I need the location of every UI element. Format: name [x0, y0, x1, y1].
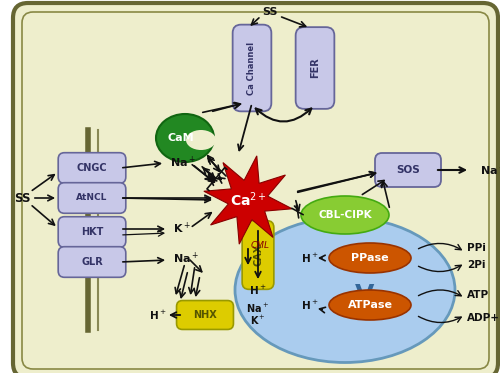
Text: ATP: ATP: [467, 290, 489, 300]
Text: K$^+$: K$^+$: [250, 313, 266, 326]
Text: K$^+$: K$^+$: [173, 220, 191, 236]
Text: SS: SS: [14, 191, 30, 204]
Text: Na$^+$: Na$^+$: [246, 301, 270, 314]
Text: PPi: PPi: [467, 243, 486, 253]
FancyBboxPatch shape: [242, 221, 274, 289]
Text: 2Pi: 2Pi: [467, 260, 485, 270]
FancyBboxPatch shape: [58, 153, 126, 183]
FancyBboxPatch shape: [13, 3, 498, 373]
Text: GLR: GLR: [81, 257, 103, 267]
Text: H$^+$: H$^+$: [301, 251, 319, 264]
Text: ATPase: ATPase: [348, 300, 393, 310]
Text: H$^+$: H$^+$: [249, 283, 267, 297]
Polygon shape: [204, 156, 292, 244]
Text: Na$^+$: Na$^+$: [480, 162, 500, 178]
FancyBboxPatch shape: [232, 25, 272, 112]
Ellipse shape: [235, 217, 455, 363]
Text: SS: SS: [262, 7, 278, 17]
Text: Ca$^{2+}$: Ca$^{2+}$: [230, 191, 266, 209]
Text: PPase: PPase: [351, 253, 389, 263]
Text: CaM: CaM: [168, 133, 194, 143]
Text: V: V: [356, 283, 374, 307]
Ellipse shape: [301, 196, 389, 234]
Text: AtNCL: AtNCL: [76, 194, 108, 203]
FancyBboxPatch shape: [58, 247, 126, 277]
Text: ADP+Pi: ADP+Pi: [467, 313, 500, 323]
Text: H$^+$: H$^+$: [149, 308, 167, 322]
Text: CAX: CAX: [253, 244, 263, 266]
Text: CNGC: CNGC: [76, 163, 108, 173]
FancyBboxPatch shape: [296, 27, 335, 109]
Ellipse shape: [156, 114, 214, 162]
Ellipse shape: [329, 243, 411, 273]
Text: H$^+$: H$^+$: [301, 298, 319, 311]
Text: FER: FER: [310, 57, 320, 78]
Text: Na$^+$: Na$^+$: [170, 154, 196, 170]
Ellipse shape: [329, 290, 411, 320]
Text: HKT: HKT: [81, 227, 103, 237]
Text: CML: CML: [250, 241, 270, 250]
Ellipse shape: [186, 130, 216, 150]
Text: Na$^+$: Na$^+$: [173, 250, 199, 266]
Text: NHX: NHX: [193, 310, 217, 320]
FancyBboxPatch shape: [58, 183, 126, 213]
FancyBboxPatch shape: [58, 217, 126, 247]
FancyBboxPatch shape: [176, 301, 234, 329]
Text: Ca Channel: Ca Channel: [248, 41, 256, 95]
FancyBboxPatch shape: [375, 153, 441, 187]
Text: SOS: SOS: [396, 165, 420, 175]
Text: CBL-CIPK: CBL-CIPK: [318, 210, 372, 220]
